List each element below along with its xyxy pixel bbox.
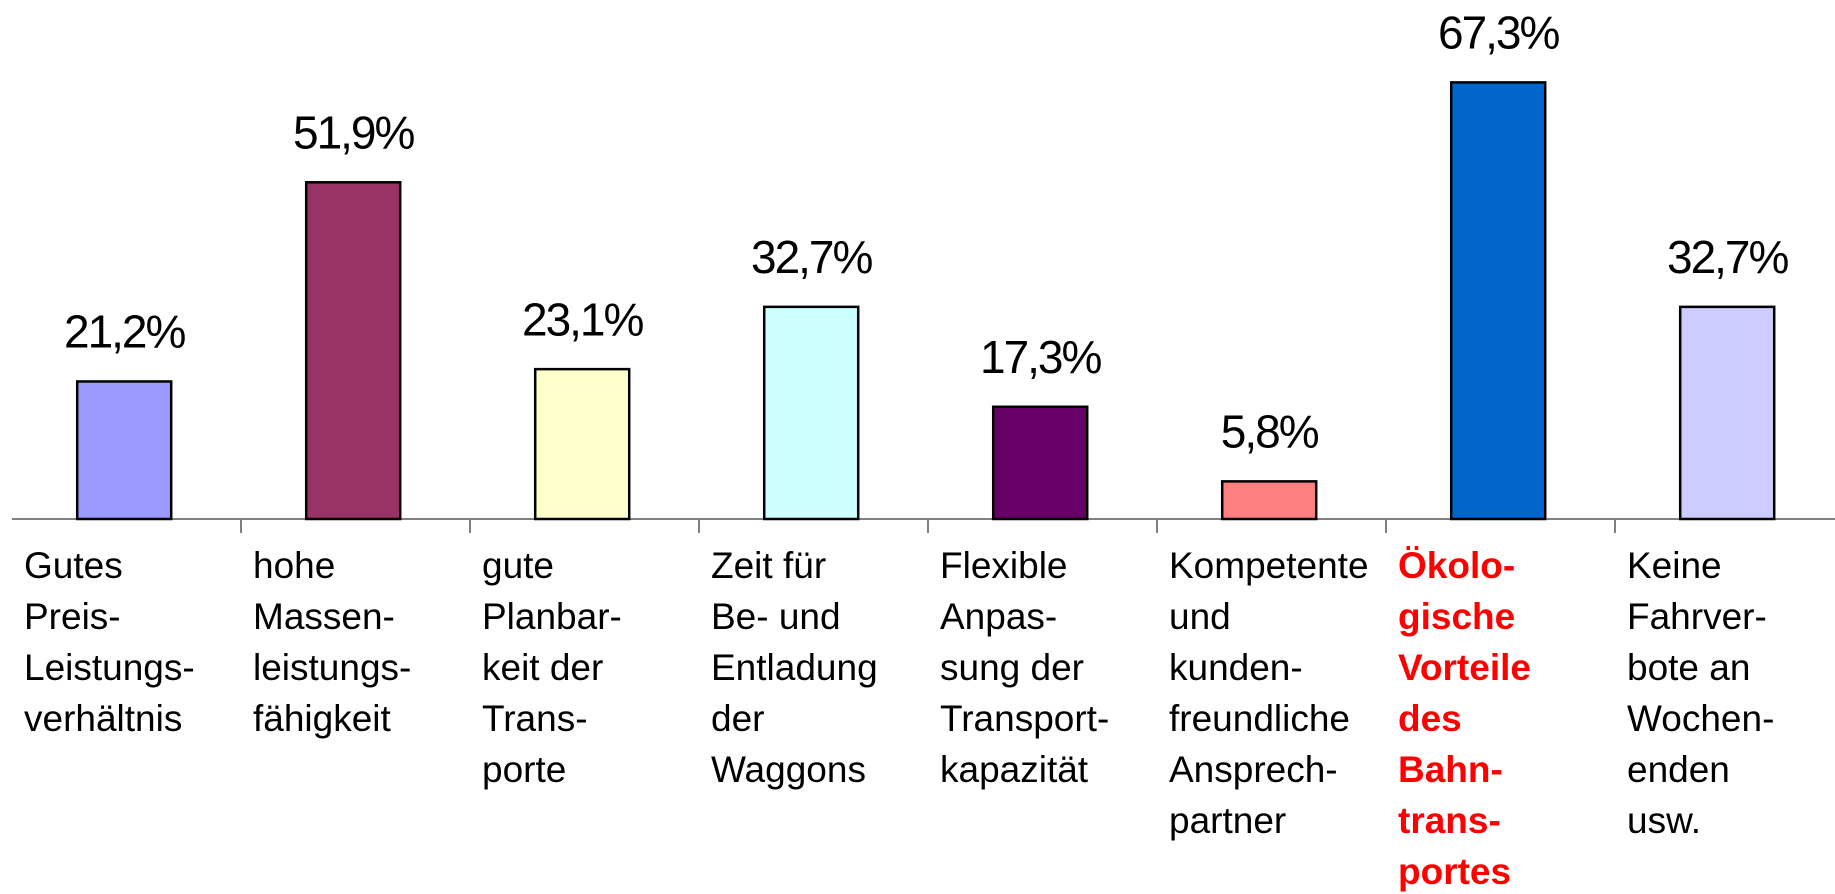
x-tick-label: Keine Fahrver-bote an Wochen-enden usw. xyxy=(1627,545,1774,841)
x-tick-label: Ökolo-gische Vorteile des Bahn-trans-portes xyxy=(1398,545,1531,892)
x-tick-label: Gutes Preis-Leistungs-verhältnis xyxy=(24,545,195,739)
x-tick-label: hohe Massen-leistungs-fähigkeit xyxy=(253,545,411,739)
value-label: 5,8% xyxy=(1221,406,1319,458)
bar xyxy=(75,380,173,521)
bar xyxy=(1220,480,1318,521)
value-label: 67,3% xyxy=(1438,7,1560,59)
bar xyxy=(533,367,631,521)
x-tick-label: Kompetente und kunden-freundliche Ansprech-… xyxy=(1169,545,1369,841)
bar xyxy=(1678,305,1776,521)
bar xyxy=(1449,81,1547,521)
value-label: 32,7% xyxy=(1667,231,1789,283)
bar xyxy=(762,305,860,521)
bar xyxy=(304,181,402,521)
value-label: 32,7% xyxy=(751,231,873,283)
bar xyxy=(991,405,1089,521)
value-label: 21,2% xyxy=(64,306,186,358)
x-tick-label: gute Planbar-keit der Trans-porte xyxy=(482,545,622,790)
value-label: 51,9% xyxy=(293,106,415,158)
value-label: 17,3% xyxy=(980,331,1102,383)
x-tick-label: Zeit für Be- und Entladung der Waggons xyxy=(711,545,878,790)
x-tick-label: Flexible Anpas-sung der Transport-kapazitä… xyxy=(940,545,1109,790)
value-label: 23,1% xyxy=(522,293,644,345)
